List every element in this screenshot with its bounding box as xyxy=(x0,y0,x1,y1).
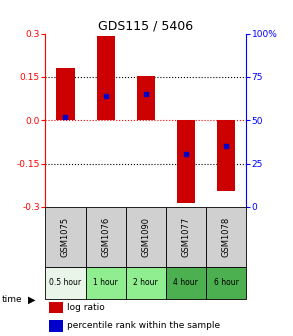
Text: 6 hour: 6 hour xyxy=(214,278,239,287)
Text: GSM1078: GSM1078 xyxy=(222,217,231,257)
Bar xyxy=(45,266,86,299)
Title: GDS115 / 5406: GDS115 / 5406 xyxy=(98,19,193,33)
Text: percentile rank within the sample: percentile rank within the sample xyxy=(67,321,221,330)
Text: 0.5 hour: 0.5 hour xyxy=(50,278,81,287)
Bar xyxy=(50,320,64,332)
Bar xyxy=(50,302,64,313)
Bar xyxy=(166,207,206,266)
Bar xyxy=(126,207,166,266)
Text: GSM1076: GSM1076 xyxy=(101,217,110,257)
Bar xyxy=(137,76,155,120)
Bar xyxy=(126,266,166,299)
Text: 4 hour: 4 hour xyxy=(173,278,198,287)
Text: time: time xyxy=(1,295,22,304)
Bar xyxy=(217,120,235,191)
Bar xyxy=(166,266,206,299)
Bar xyxy=(57,68,74,120)
Bar xyxy=(86,207,126,266)
Bar xyxy=(97,37,115,120)
Bar xyxy=(206,266,246,299)
Bar xyxy=(86,266,126,299)
Text: 2 hour: 2 hour xyxy=(133,278,158,287)
Text: GSM1090: GSM1090 xyxy=(141,217,150,257)
Bar xyxy=(45,207,86,266)
Text: ▶: ▶ xyxy=(28,295,35,305)
Text: log ratio: log ratio xyxy=(67,303,105,312)
Text: GSM1075: GSM1075 xyxy=(61,217,70,257)
Text: 1 hour: 1 hour xyxy=(93,278,118,287)
Text: GSM1077: GSM1077 xyxy=(181,217,190,257)
Bar xyxy=(177,120,195,203)
Bar xyxy=(206,207,246,266)
